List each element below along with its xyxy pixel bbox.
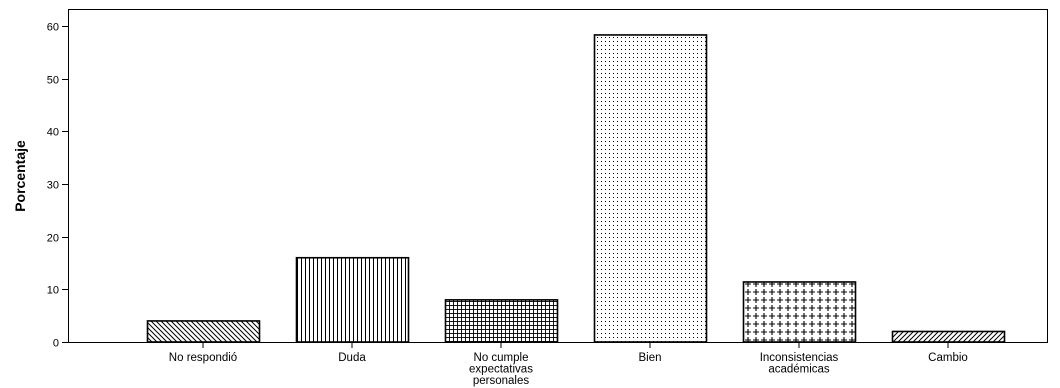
plot-frame (68, 9, 1048, 343)
y-tick-label: 0 (53, 338, 59, 350)
x-category-label: Duda (338, 352, 366, 364)
x-category-label: Cambio (928, 352, 968, 364)
bars (146, 34, 1006, 343)
x-category-label: personales (473, 375, 530, 387)
x-category-label: No cumple (474, 352, 529, 364)
bar (742, 281, 857, 343)
x-category-label: expectativas (469, 364, 533, 376)
bar (444, 299, 559, 343)
x-category-label: No respondió (169, 352, 237, 364)
y-tick-label: 40 (47, 127, 59, 139)
bar (891, 330, 1006, 343)
y-tick-label: 30 (47, 180, 59, 192)
x-category-label: Inconsistencias (760, 352, 839, 364)
bar (295, 256, 410, 343)
bar (146, 320, 261, 343)
y-tick-label: 50 (47, 75, 59, 87)
x-category-label: académicas (768, 364, 830, 376)
x-axis: No respondió Duda No cumpleexpectativasper… (169, 342, 968, 387)
y-axis-title: Porcentaje (12, 140, 28, 212)
y-axis: 0 10 20 30 40 50 60 (47, 22, 68, 350)
bar (593, 34, 708, 343)
y-tick-label: 10 (47, 285, 59, 297)
y-tick-label: 20 (47, 233, 59, 245)
y-tick-label: 60 (47, 22, 59, 34)
x-category-label: Bien (638, 352, 661, 364)
